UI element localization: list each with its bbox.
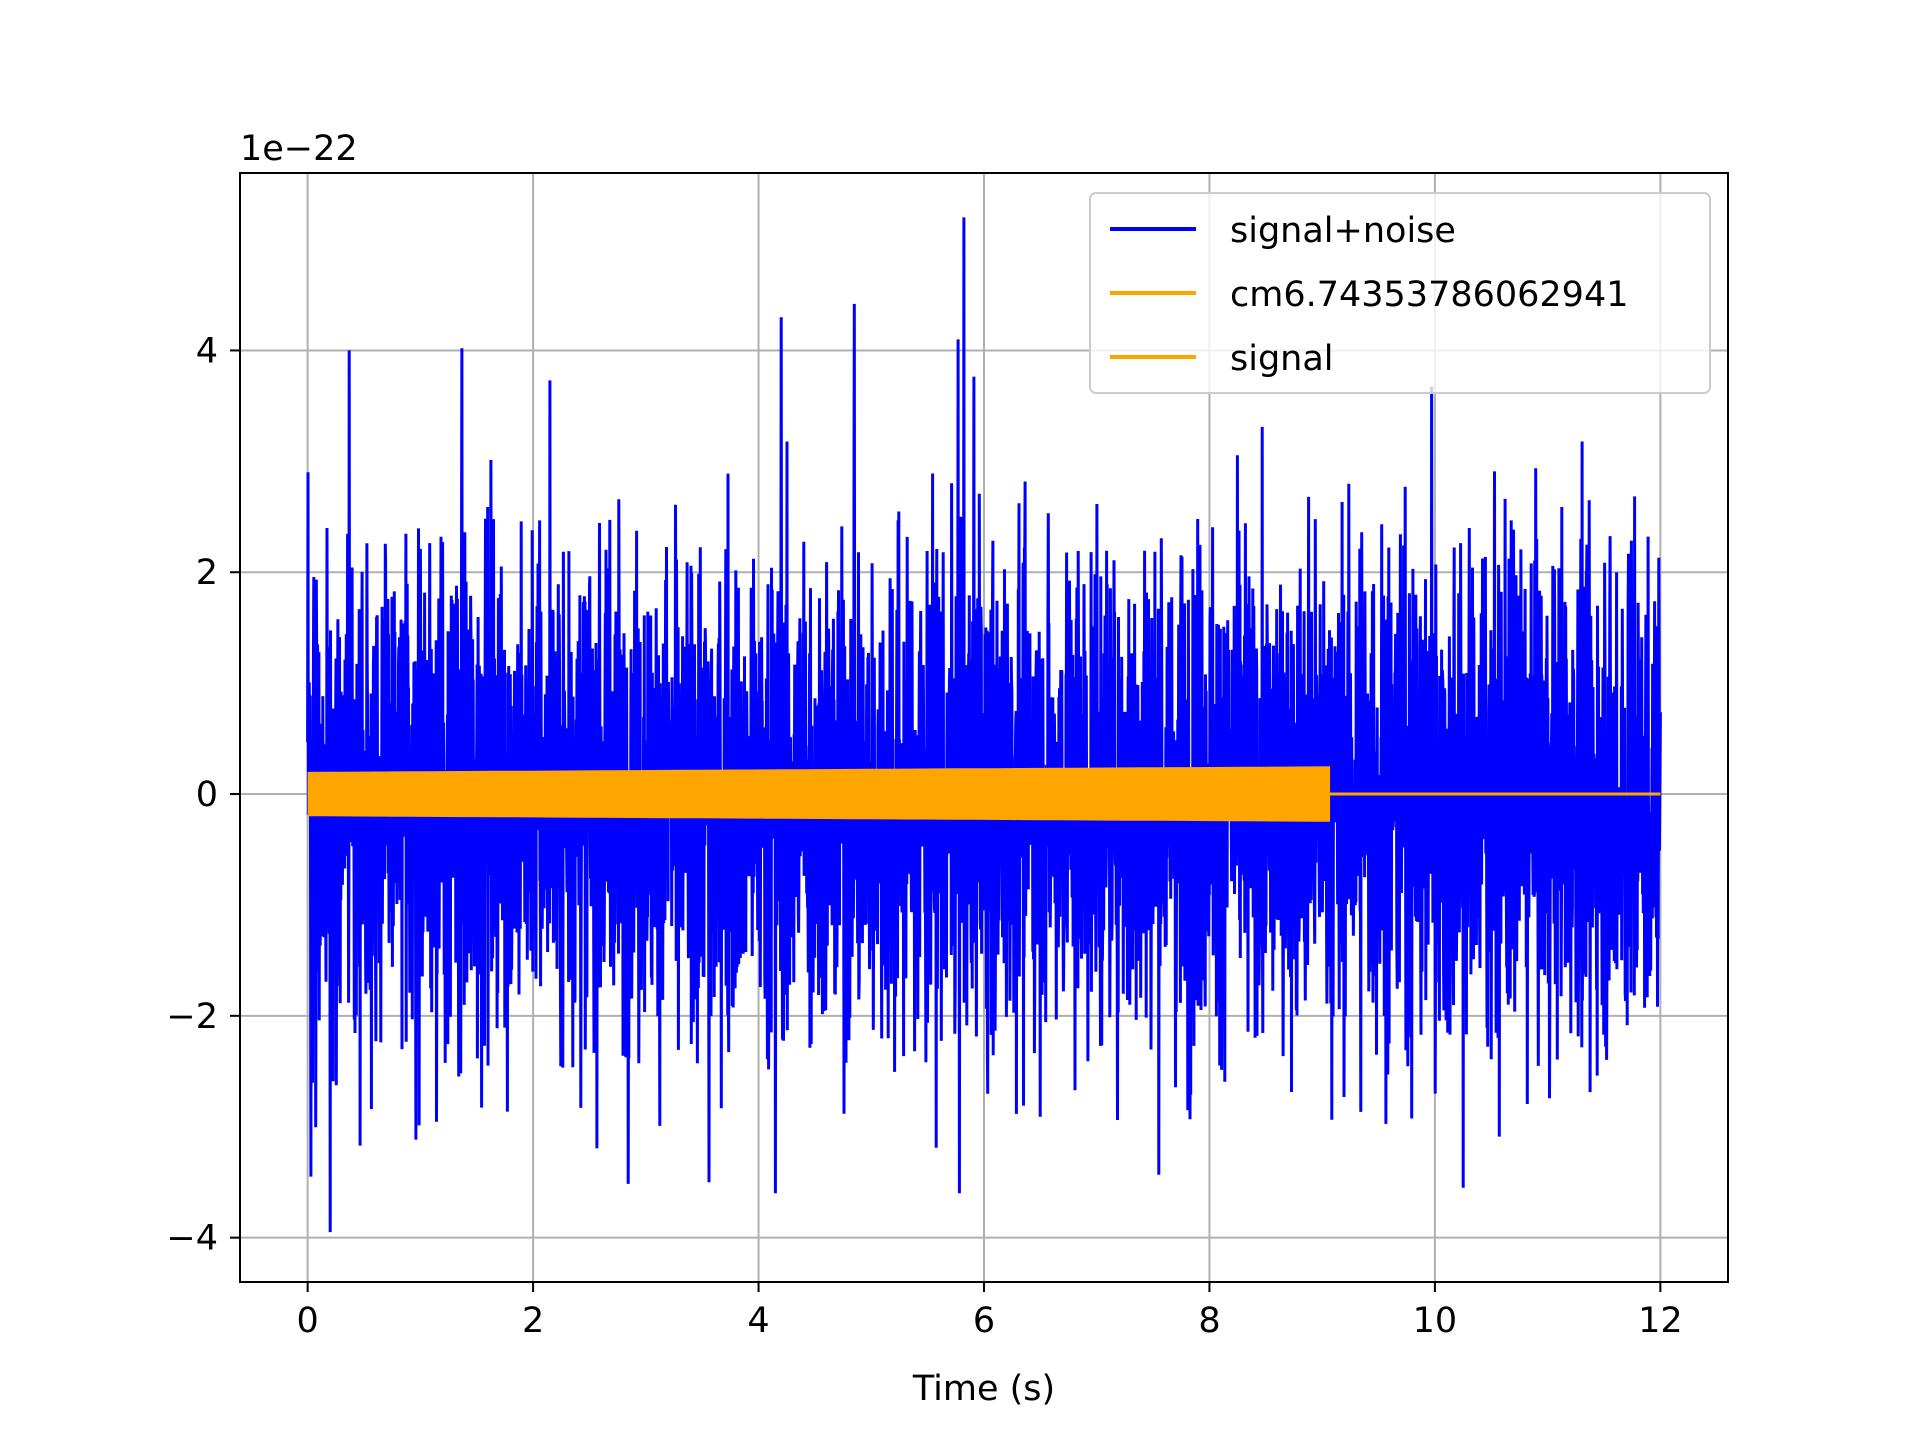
series-layer [306,217,1662,1233]
y-tick-label: −2 [166,997,218,1037]
legend-label-signal: signal [1230,339,1334,379]
x-tick-label: 4 [747,1301,769,1341]
axis-ticks: 0 2 4 6 8 10 12 −4 −2 0 2 4 [166,331,1682,1341]
legend-label-signal-noise: signal+noise [1230,211,1456,251]
y-axis-offset-label: 1e−22 [240,129,358,169]
legend: signal+noise cm6.74353786062941 signal [1089,192,1711,394]
y-tick-label: 0 [196,775,218,815]
x-tick-label: 6 [973,1301,995,1341]
x-tick-label: 2 [522,1301,544,1341]
x-axis-label: Time (s) [912,1369,1055,1409]
y-tick-label: −4 [166,1219,218,1259]
series-signal-noise-line [306,217,1662,1233]
x-tick-label: 10 [1413,1301,1458,1341]
legend-box [1089,192,1711,394]
x-tick-label: 0 [296,1301,318,1341]
x-tick-label: 8 [1198,1301,1220,1341]
legend-label-cm: cm6.74353786062941 [1230,275,1628,315]
x-tick-label: 12 [1638,1301,1683,1341]
y-tick-label: 4 [196,331,218,371]
y-tick-label: 2 [196,553,218,593]
